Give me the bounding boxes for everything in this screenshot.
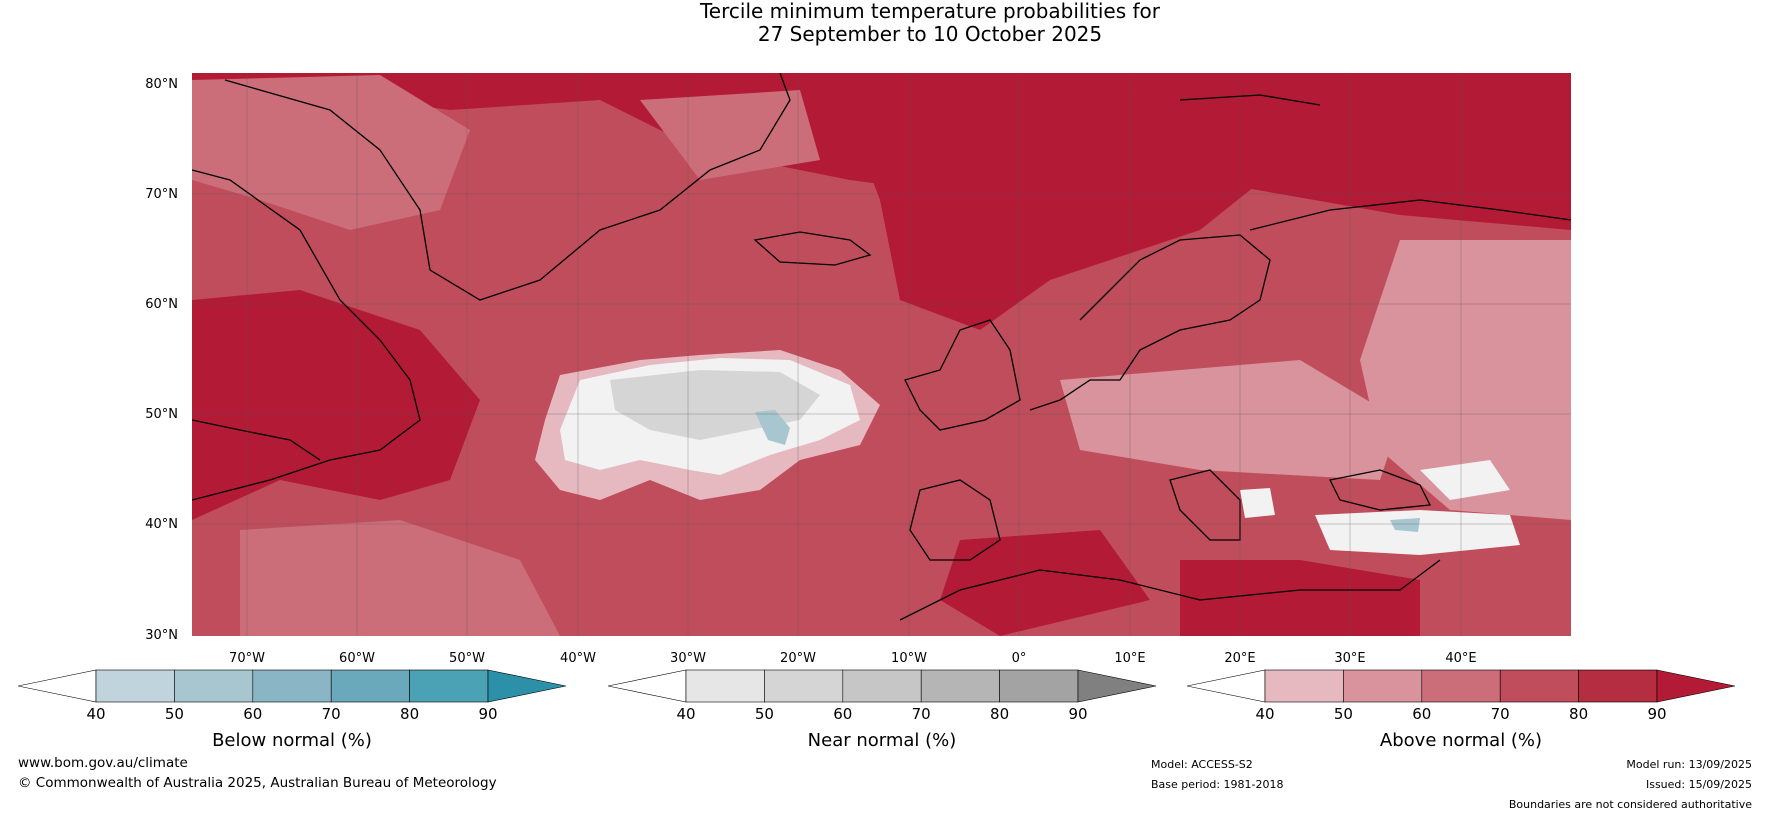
colorbar-label: Below normal (%)	[212, 730, 372, 751]
colorbar-segment	[1499, 669, 1579, 703]
copyright-text: © Commonwealth of Australia 2025, Austra…	[18, 775, 497, 791]
lat-label: 70°N	[145, 187, 178, 202]
lon-label: 40°W	[560, 651, 596, 666]
lat-label: 30°N	[145, 628, 178, 643]
issued-text: Issued: 15/09/2025	[1645, 778, 1752, 791]
colorbar-low-extend	[1186, 669, 1266, 703]
colorbar-tick-label: 60	[1412, 705, 1431, 723]
lon-label: 50°W	[449, 651, 485, 666]
colorbar-high-extend	[1077, 669, 1157, 703]
colorbar-segment	[999, 669, 1079, 703]
model-run-text: Model run: 13/09/2025	[1626, 758, 1752, 771]
graticule	[192, 73, 1571, 636]
title-line-2: 27 September to 10 October 2025	[757, 22, 1103, 46]
probability-field	[192, 73, 1571, 636]
map-title: Tercile minimum temperature probabilitie…	[0, 0, 1770, 46]
lon-label: 30°W	[670, 651, 706, 666]
lon-label: 40°E	[1445, 651, 1476, 666]
lon-label: 0°	[1012, 651, 1027, 666]
lon-label: 10°E	[1114, 651, 1145, 666]
colorbar-tick-label: 90	[1068, 705, 1087, 723]
website-text: www.bom.gov.au/climate	[18, 755, 188, 771]
colorbar-segment	[842, 669, 922, 703]
lat-label: 60°N	[145, 297, 178, 312]
colorbar-segment	[252, 669, 332, 703]
colorbar-tick-label: 70	[322, 705, 341, 723]
colorbar-low-extend	[17, 669, 97, 703]
colorbar-label: Near normal (%)	[808, 730, 957, 751]
colorbar-segment	[409, 669, 489, 703]
colorbar-segment	[1421, 669, 1501, 703]
lon-label: 10°W	[891, 651, 927, 666]
colorbar-tick-label: 50	[755, 705, 774, 723]
longitude-labels: 70°W 60°W 50°W 40°W 30°W 20°W 10°W 0° 10…	[229, 651, 1477, 666]
colorbars: 40 50 60 70 80 90 Below normal (%) 40 50 60 70 80 90…	[17, 669, 1736, 751]
title-line-1: Tercile minimum temperature probabilitie…	[699, 0, 1161, 23]
colorbar-near: 40 50 60 70 80 90 Near normal (%)	[607, 669, 1157, 751]
colorbar-tick-label: 70	[1491, 705, 1510, 723]
disclaimer-text: Boundaries are not considered authoritat…	[1508, 798, 1752, 811]
colorbar-tick-label: 40	[1255, 705, 1274, 723]
colorbar-segment	[330, 669, 410, 703]
colorbar-segment	[1578, 669, 1658, 703]
colorbar-segment	[95, 669, 175, 703]
latitude-labels: 80°N 70°N 60°N 50°N 40°N 30°N	[145, 77, 178, 643]
colorbar-tick-label: 80	[400, 705, 419, 723]
model-text: Model: ACCESS-S2	[1151, 758, 1253, 771]
lon-label: 60°W	[339, 651, 375, 666]
colorbar-tick-label: 40	[86, 705, 105, 723]
colorbar-segment	[174, 669, 254, 703]
colorbar-segment	[685, 669, 765, 703]
lat-label: 50°N	[145, 407, 178, 422]
colorbar-tick-label: 80	[990, 705, 1009, 723]
colorbar-tick-label: 40	[676, 705, 695, 723]
coastlines	[192, 73, 1571, 621]
colorbar-above: 40 50 60 70 80 90 Above normal (%)	[1186, 669, 1736, 751]
colorbar-tick-label: 90	[1647, 705, 1666, 723]
lon-label: 20°E	[1224, 651, 1255, 666]
colorbar-high-extend	[1656, 669, 1736, 703]
lat-label: 80°N	[145, 77, 178, 92]
colorbar-below: 40 50 60 70 80 90 Below normal (%)	[17, 669, 567, 751]
colorbar-tick-label: 50	[165, 705, 184, 723]
colorbar-tick-label: 70	[912, 705, 931, 723]
lon-label: 20°W	[780, 651, 816, 666]
colorbar-segment	[920, 669, 1000, 703]
colorbar-tick-label: 50	[1334, 705, 1353, 723]
base-period-text: Base period: 1981-2018	[1151, 778, 1284, 791]
colorbar-tick-label: 80	[1569, 705, 1588, 723]
lat-label: 40°N	[145, 517, 178, 532]
colorbar-low-extend	[607, 669, 687, 703]
colorbar-tick-label: 90	[478, 705, 497, 723]
colorbar-high-extend	[487, 669, 567, 703]
lon-label: 30°E	[1334, 651, 1365, 666]
colorbar-tick-label: 60	[243, 705, 262, 723]
colorbar-tick-label: 60	[833, 705, 852, 723]
colorbar-segment	[1343, 669, 1423, 703]
colorbar-segment	[764, 669, 844, 703]
lon-label: 70°W	[229, 651, 265, 666]
colorbar-label: Above normal (%)	[1380, 730, 1542, 751]
colorbar-segment	[1264, 669, 1344, 703]
